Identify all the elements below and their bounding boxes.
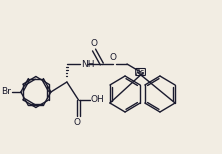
- Text: NH: NH: [81, 59, 94, 69]
- Text: Br: Br: [1, 87, 11, 97]
- Text: O: O: [110, 53, 117, 61]
- Text: As: As: [136, 67, 145, 77]
- Text: O: O: [73, 118, 81, 127]
- Text: O: O: [90, 38, 97, 47]
- FancyBboxPatch shape: [136, 69, 145, 75]
- Text: OH: OH: [91, 95, 104, 105]
